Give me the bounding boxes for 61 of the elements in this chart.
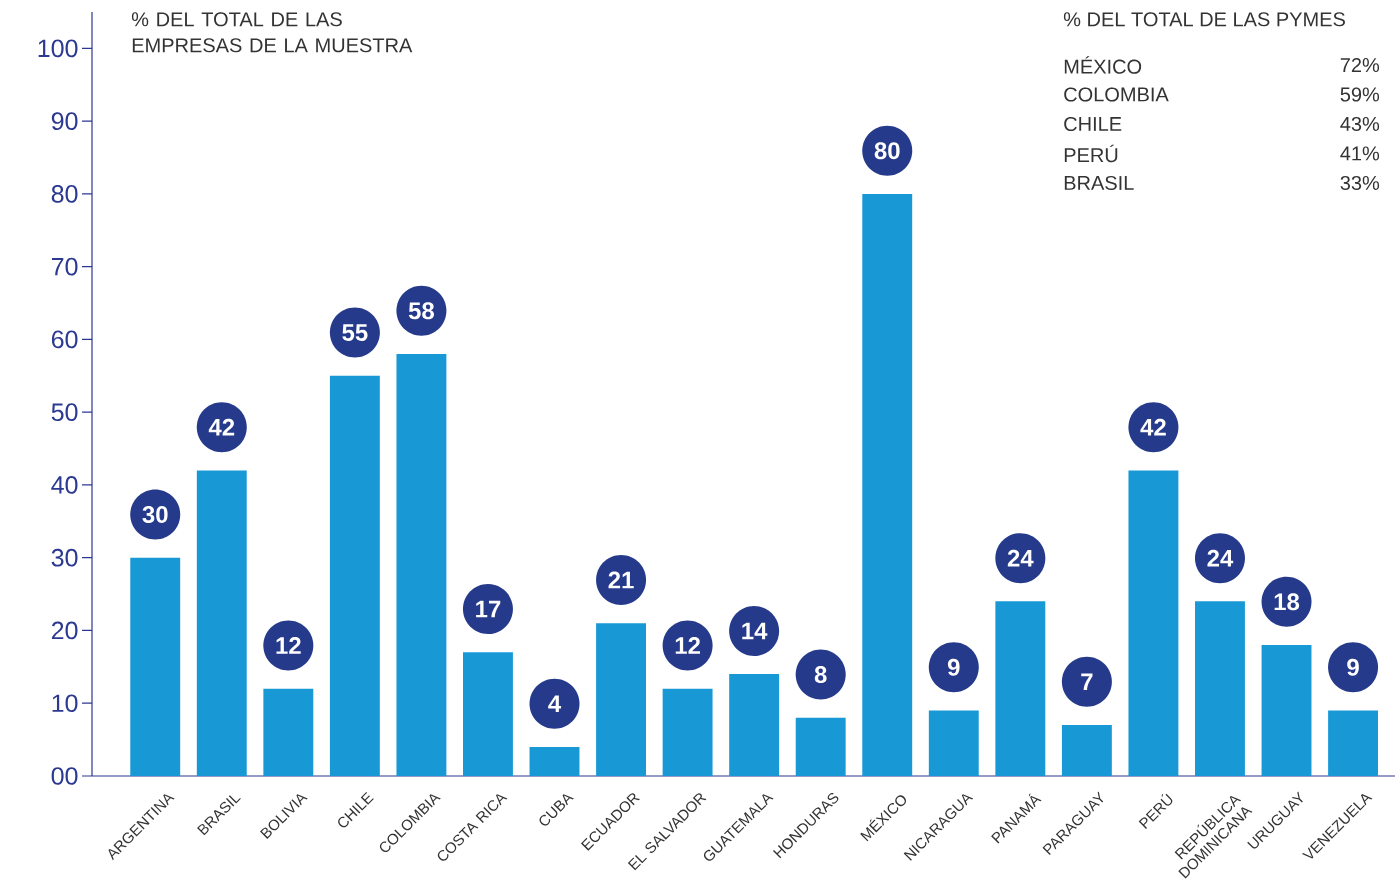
bar — [1061, 725, 1112, 776]
data-label: 24 — [1007, 549, 1034, 567]
y-tick-label: 20 — [51, 621, 78, 640]
bar — [862, 193, 913, 776]
bar — [529, 746, 580, 776]
y-tick-label: 30 — [51, 548, 78, 567]
annotation: CHILE — [1064, 116, 1122, 132]
y-tick-label: 80 — [51, 185, 78, 203]
annotation: 41% — [1340, 146, 1380, 161]
data-label: 8 — [814, 666, 827, 684]
y-tick-label: 90 — [51, 112, 78, 130]
y-tick-label: 50 — [51, 403, 78, 422]
annotation: COLOMBIA — [1064, 87, 1169, 102]
bar — [130, 557, 181, 776]
data-label: 30 — [142, 506, 168, 524]
annotation: 33% — [1340, 175, 1380, 191]
data-label: 18 — [1274, 593, 1300, 611]
bar — [928, 710, 979, 776]
data-label: 42 — [208, 418, 235, 436]
data-label: 12 — [675, 637, 700, 654]
data-label: 42 — [1140, 418, 1166, 436]
annotation: 59% — [1340, 87, 1380, 102]
annotation: % DEL TOTAL DE LAS PYMES — [1063, 12, 1345, 27]
data-label: 24 — [1207, 549, 1234, 567]
annotation: 72% — [1340, 57, 1380, 73]
data-label: 14 — [742, 622, 768, 640]
y-tick-label: 100 — [38, 39, 78, 58]
y-tick-label: 00 — [51, 767, 78, 785]
annotation: MÉXICO — [1064, 56, 1142, 74]
data-label: 4 — [548, 695, 562, 712]
annotation: 43% — [1340, 116, 1380, 132]
bar — [1195, 601, 1245, 776]
y-tick-label: 70 — [51, 257, 78, 276]
annotation: BRASIL — [1064, 175, 1134, 191]
bar — [1261, 645, 1312, 776]
bar — [795, 717, 846, 776]
data-label: 80 — [874, 142, 900, 160]
data-label: 9 — [947, 658, 960, 676]
annotation: PERÚ — [1064, 144, 1118, 163]
bar — [729, 674, 780, 776]
bar — [1128, 470, 1179, 776]
bar — [463, 652, 513, 776]
y-tick-label: 40 — [51, 476, 78, 494]
text: % DEL TOTAL DE LAS EMPRESAS DE LA MUESTRA — [131, 12, 413, 53]
bar — [329, 375, 380, 776]
bar — [396, 353, 447, 776]
bar — [263, 688, 314, 776]
data-label: 21 — [608, 571, 634, 589]
bar — [1328, 710, 1379, 776]
data-label: 12 — [276, 637, 301, 654]
bar — [995, 601, 1046, 776]
y-tick-label: 10 — [52, 694, 78, 713]
data-label: 7 — [1081, 673, 1093, 691]
data-label: 17 — [476, 600, 501, 618]
bar — [196, 470, 247, 776]
data-label: 9 — [1347, 658, 1359, 676]
bar — [662, 688, 713, 776]
y-tick-label: 60 — [51, 330, 78, 349]
bar — [596, 623, 647, 776]
data-label: 58 — [408, 302, 435, 320]
data-label: 55 — [342, 324, 368, 341]
